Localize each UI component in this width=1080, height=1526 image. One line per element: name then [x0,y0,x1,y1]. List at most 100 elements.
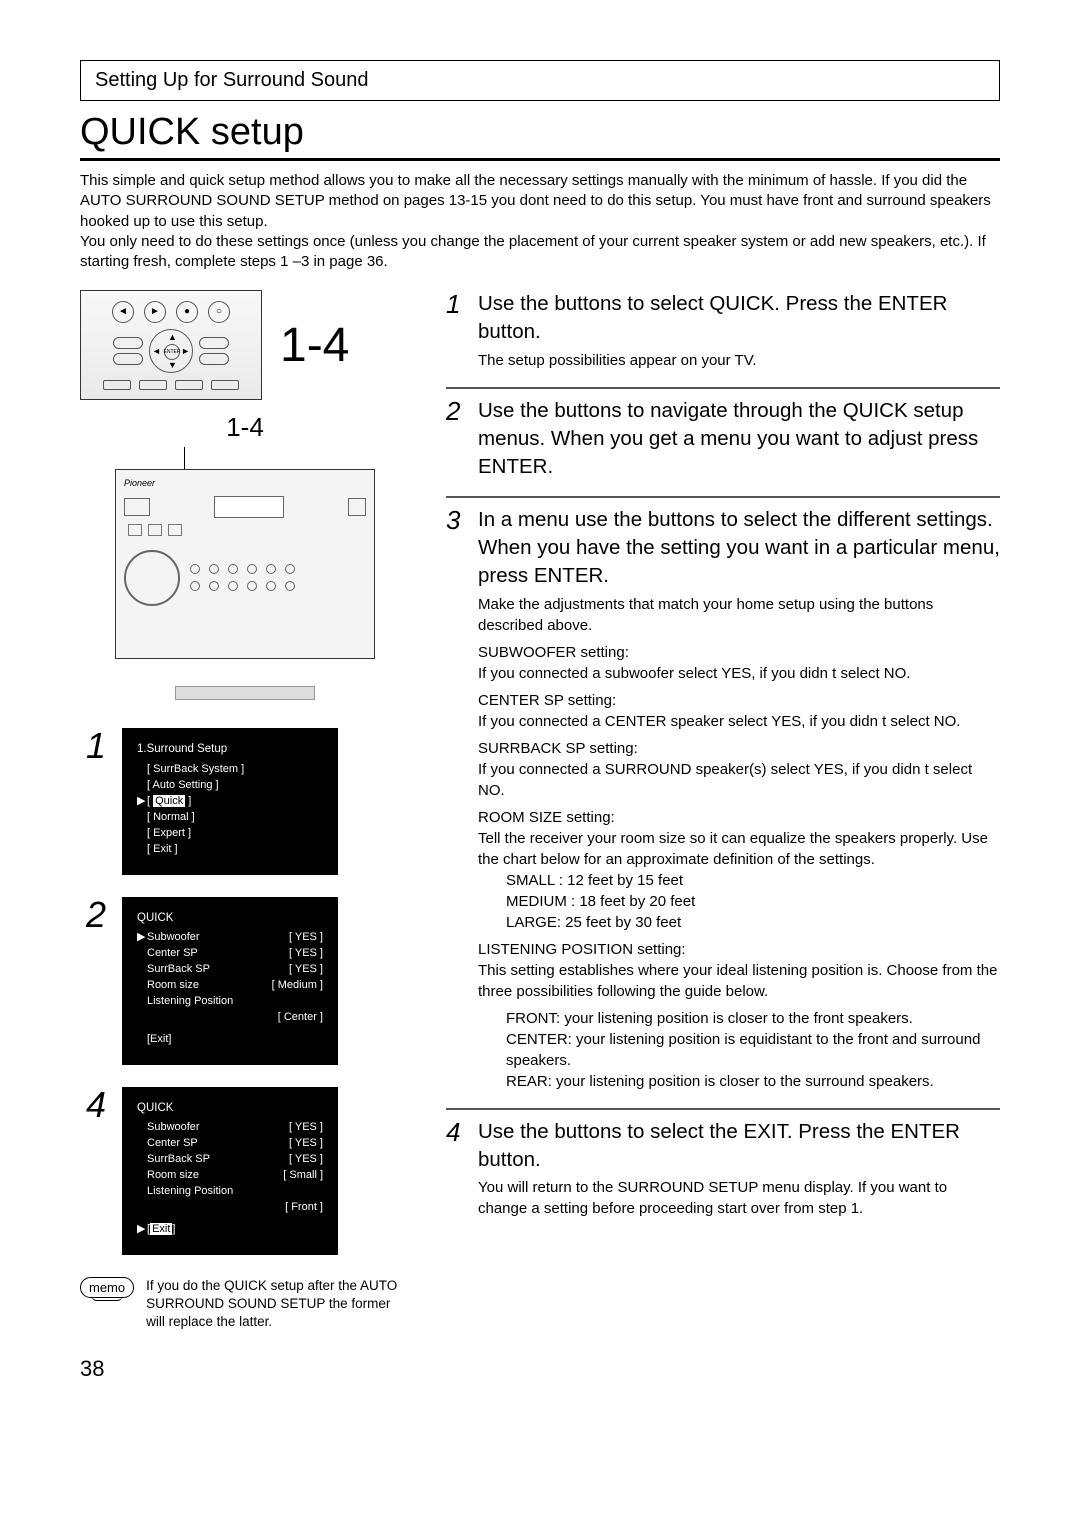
power-icon [124,498,150,516]
step-body: Make the adjustments that match your hom… [478,594,1000,1092]
left-column: ◄ ► ● ○ ▲▼ ◄► ENTER [80,290,410,1331]
osd-item: Center SP [147,946,289,962]
setting-text: If you connected a subwoofer select YES,… [478,663,1000,684]
small-btn-icon [148,524,162,536]
osd-value: [ Medium ] [272,978,323,994]
list-item: MEDIUM : 18 feet by 20 feet [506,891,1000,912]
cursor-icon: ▶ [137,794,147,810]
menu-number: 1 [80,728,106,764]
osd-title: QUICK [137,910,323,927]
section-header: Setting Up for Surround Sound [80,60,1000,101]
step-number: 2 [446,397,466,426]
osd-item: [ SurrBack System ] [147,762,323,778]
small-btn-icon [168,524,182,536]
memo-badge: memo [80,1277,134,1298]
divider [80,158,1000,161]
osd-item: [ Exit ] [147,842,323,858]
display-icon [214,496,284,518]
step-range-label: 1-4 [280,318,349,373]
right-column: 1 Use the buttons to select QUICK. Press… [446,290,1000,1331]
front-panel-illustration: Pioneer [115,469,375,659]
cursor-icon: ▶ [137,930,147,946]
menu-number: 2 [80,897,106,933]
step-title: Use the buttons to select QUICK. Press t… [478,290,1000,346]
tiny-button-icon [103,380,131,390]
tiny-button-icon [139,380,167,390]
osd-item: [ Auto Setting ] [147,778,323,794]
osd-value: [ Center ] [278,1010,323,1026]
osd-value: [ YES ] [289,962,323,978]
pill-icon [199,337,229,349]
osd-value: [ Small ] [283,1168,323,1184]
dial-icon: ○ [208,301,230,323]
list-item: LARGE: 25 feet by 30 feet [506,912,1000,933]
step-number: 4 [446,1118,466,1147]
osd-value: [ YES ] [289,930,323,946]
pointer-line [184,447,185,469]
divider [446,496,1000,498]
dot-icon [190,564,200,574]
osd-item: Subwoofer [147,1120,289,1136]
list-item: REAR: your listening position is closer … [506,1071,1000,1092]
osd-screen-4: QUICK Subwoofer[ YES ] Center SP[ YES ] … [122,1087,338,1255]
pill-icon [113,337,143,349]
osd-item: Center SP [147,1136,289,1152]
off-button-icon [348,498,366,516]
tiny-button-icon [175,380,203,390]
osd-item: Room size [147,978,272,994]
setting-text: If you connected a SURROUND speaker(s) s… [478,759,1000,801]
step-title: Use the buttons to select the EXIT. Pres… [478,1118,1000,1174]
small-btn-icon [128,524,142,536]
osd-item: SurrBack SP [147,962,289,978]
dial-icon: ◄ [112,301,134,323]
front-panel-label: 1-4 [80,412,410,443]
osd-item: [ Quick ] [147,794,323,810]
osd-title: QUICK [137,1100,323,1117]
menu-number: 4 [80,1087,106,1123]
osd-item: SurrBack SP [147,1152,289,1168]
page-number: 38 [80,1356,1000,1382]
list-item: FRONT: your listening position is closer… [506,1008,1000,1029]
page-title: QUICK setup [80,111,1000,154]
osd-item: [ Normal ] [147,810,323,826]
nav-pad-icon: ▲▼ ◄► ENTER [149,329,193,373]
setting-heading: LISTENING POSITION setting: [478,939,1000,960]
osd-screen-2: QUICK ▶Subwoofer[ YES ] Center SP[ YES ]… [122,897,338,1065]
divider [446,387,1000,389]
setting-heading: SUBWOOFER setting: [478,642,1000,663]
step-number: 3 [446,506,466,535]
step-body: You will return to the SURROUND SETUP me… [478,1177,1000,1219]
osd-item: [Exit] [147,1032,323,1048]
setting-heading: SURRBACK SP setting: [478,738,1000,759]
step-title: In a menu use the buttons to select the … [478,506,1000,589]
list-item: SMALL : 12 feet by 15 feet [506,870,1000,891]
list-item: CENTER: your listening position is equid… [506,1029,1000,1071]
osd-value: [ Front ] [285,1200,323,1216]
osd-value: [ YES ] [289,946,323,962]
tiny-button-icon [211,380,239,390]
remote-illustration: ◄ ► ● ○ ▲▼ ◄► ENTER [80,290,262,400]
osd-item: Subwoofer [147,930,289,946]
osd-item: [ Expert ] [147,826,323,842]
osd-item: Listening Position [147,994,323,1010]
intro-text: This simple and quick setup method allow… [80,171,1000,272]
divider [446,1108,1000,1110]
brand-label: Pioneer [124,478,366,488]
dial-icon: ● [176,301,198,323]
setting-text: If you connected a CENTER speaker select… [478,711,1000,732]
step-number: 1 [446,290,466,319]
setting-text: This setting establishes where your idea… [478,960,1000,1002]
step-body: The setup possibilities appear on your T… [478,350,1000,371]
cursor-icon: ▶ [137,1222,147,1238]
osd-item: Room size [147,1168,283,1184]
base-icon [175,686,315,700]
osd-title: 1.Surround Setup [137,741,323,758]
osd-item: Listening Position [147,1184,323,1200]
osd-value: [ YES ] [289,1136,323,1152]
setting-heading: ROOM SIZE setting: [478,807,1000,828]
step-title: Use the buttons to navigate through the … [478,397,1000,480]
pill-icon [199,353,229,365]
pill-icon [113,353,143,365]
setting-heading: CENTER SP setting: [478,690,1000,711]
osd-screen-1: 1.Surround Setup [ SurrBack System ] [ A… [122,728,338,874]
